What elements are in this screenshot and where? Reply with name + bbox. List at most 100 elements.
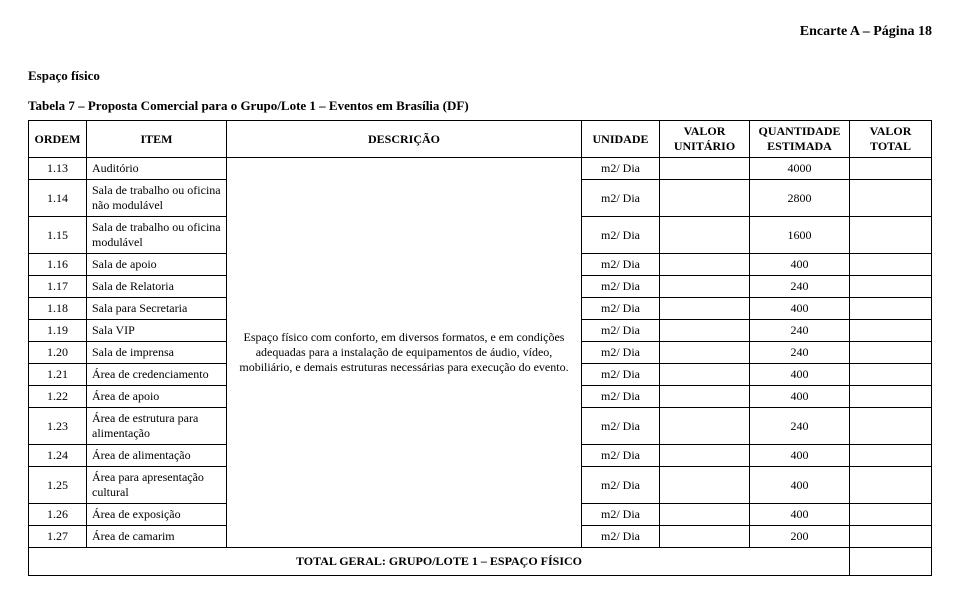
cell-item: Sala de trabalho ou oficina modulável	[87, 217, 227, 254]
cell-quantidade: 400	[750, 254, 850, 276]
cell-ordem: 1.23	[29, 408, 87, 445]
col-descricao: DESCRIÇÃO	[227, 121, 582, 158]
table-total-row: TOTAL GERAL: GRUPO/LOTE 1 – ESPAÇO FÍSIC…	[29, 548, 932, 576]
cell-quantidade: 200	[750, 526, 850, 548]
cell-unidade: m2/ Dia	[582, 408, 660, 445]
cell-item: Sala para Secretaria	[87, 298, 227, 320]
cell-ordem: 1.19	[29, 320, 87, 342]
cell-valor-total	[850, 467, 932, 504]
cell-valor-unitario	[660, 217, 750, 254]
cell-ordem: 1.13	[29, 158, 87, 180]
page-header: Encarte A – Página 18	[28, 24, 932, 40]
section-title: Espaço físico	[28, 68, 932, 84]
cell-quantidade: 1600	[750, 217, 850, 254]
cell-item: Área de exposição	[87, 504, 227, 526]
cell-unidade: m2/ Dia	[582, 158, 660, 180]
table-row: 1.13AuditórioEspaço físico com conforto,…	[29, 158, 932, 180]
cell-ordem: 1.14	[29, 180, 87, 217]
cell-quantidade: 4000	[750, 158, 850, 180]
cell-unidade: m2/ Dia	[582, 320, 660, 342]
cell-valor-total	[850, 180, 932, 217]
cell-valor-unitario	[660, 320, 750, 342]
cell-valor-total	[850, 342, 932, 364]
cell-ordem: 1.15	[29, 217, 87, 254]
cell-ordem: 1.27	[29, 526, 87, 548]
cell-valor-total	[850, 364, 932, 386]
cell-item: Sala de imprensa	[87, 342, 227, 364]
cell-item: Auditório	[87, 158, 227, 180]
cell-item: Área de credenciamento	[87, 364, 227, 386]
cell-valor-unitario	[660, 342, 750, 364]
cell-quantidade: 400	[750, 467, 850, 504]
cell-valor-unitario	[660, 298, 750, 320]
cell-ordem: 1.24	[29, 445, 87, 467]
cell-valor-unitario	[660, 504, 750, 526]
cell-quantidade: 400	[750, 364, 850, 386]
cell-unidade: m2/ Dia	[582, 298, 660, 320]
cell-unidade: m2/ Dia	[582, 276, 660, 298]
cell-unidade: m2/ Dia	[582, 445, 660, 467]
cell-valor-total	[850, 158, 932, 180]
cell-valor-unitario	[660, 364, 750, 386]
cell-item: Sala VIP	[87, 320, 227, 342]
cell-valor-unitario	[660, 445, 750, 467]
cell-ordem: 1.26	[29, 504, 87, 526]
cell-item: Área para apresentação cultural	[87, 467, 227, 504]
cell-item: Área de camarim	[87, 526, 227, 548]
cell-unidade: m2/ Dia	[582, 342, 660, 364]
col-unidade: UNIDADE	[582, 121, 660, 158]
col-quantidade-estimada: QUANTIDADE ESTIMADA	[750, 121, 850, 158]
cell-unidade: m2/ Dia	[582, 526, 660, 548]
cell-quantidade: 240	[750, 276, 850, 298]
cell-valor-unitario	[660, 254, 750, 276]
cell-ordem: 1.25	[29, 467, 87, 504]
cell-valor-total	[850, 254, 932, 276]
cell-valor-unitario	[660, 467, 750, 504]
cell-quantidade: 2800	[750, 180, 850, 217]
col-valor-unitario: VALOR UNITÁRIO	[660, 121, 750, 158]
cell-valor-total	[850, 445, 932, 467]
cell-ordem: 1.16	[29, 254, 87, 276]
cell-valor-total	[850, 504, 932, 526]
cell-valor-unitario	[660, 158, 750, 180]
cell-ordem: 1.22	[29, 386, 87, 408]
cell-item: Sala de trabalho ou oficina não moduláve…	[87, 180, 227, 217]
table-title: Tabela 7 – Proposta Comercial para o Gru…	[28, 98, 932, 114]
cell-unidade: m2/ Dia	[582, 254, 660, 276]
cell-item: Sala de apoio	[87, 254, 227, 276]
cell-quantidade: 400	[750, 386, 850, 408]
cell-valor-unitario	[660, 526, 750, 548]
cell-unidade: m2/ Dia	[582, 504, 660, 526]
cell-valor-total	[850, 386, 932, 408]
cell-valor-total	[850, 276, 932, 298]
proposta-table: ORDEM ITEM DESCRIÇÃO UNIDADE VALOR UNITÁ…	[28, 120, 932, 576]
cell-descricao: Espaço físico com conforto, em diversos …	[227, 158, 582, 548]
cell-valor-unitario	[660, 180, 750, 217]
cell-quantidade: 240	[750, 320, 850, 342]
col-ordem: ORDEM	[29, 121, 87, 158]
cell-unidade: m2/ Dia	[582, 467, 660, 504]
cell-unidade: m2/ Dia	[582, 217, 660, 254]
cell-ordem: 1.20	[29, 342, 87, 364]
cell-valor-total	[850, 408, 932, 445]
total-label: TOTAL GERAL: GRUPO/LOTE 1 – ESPAÇO FÍSIC…	[29, 548, 850, 576]
cell-quantidade: 400	[750, 445, 850, 467]
cell-ordem: 1.17	[29, 276, 87, 298]
cell-item: Área de apoio	[87, 386, 227, 408]
total-value	[850, 548, 932, 576]
cell-quantidade: 240	[750, 408, 850, 445]
col-valor-total: VALOR TOTAL	[850, 121, 932, 158]
cell-quantidade: 240	[750, 342, 850, 364]
cell-valor-total	[850, 298, 932, 320]
table-header-row: ORDEM ITEM DESCRIÇÃO UNIDADE VALOR UNITÁ…	[29, 121, 932, 158]
cell-valor-unitario	[660, 408, 750, 445]
cell-valor-unitario	[660, 276, 750, 298]
cell-valor-total	[850, 217, 932, 254]
cell-item: Área de estrutura para alimentação	[87, 408, 227, 445]
cell-unidade: m2/ Dia	[582, 364, 660, 386]
cell-unidade: m2/ Dia	[582, 386, 660, 408]
cell-unidade: m2/ Dia	[582, 180, 660, 217]
cell-quantidade: 400	[750, 504, 850, 526]
cell-quantidade: 400	[750, 298, 850, 320]
cell-valor-unitario	[660, 386, 750, 408]
